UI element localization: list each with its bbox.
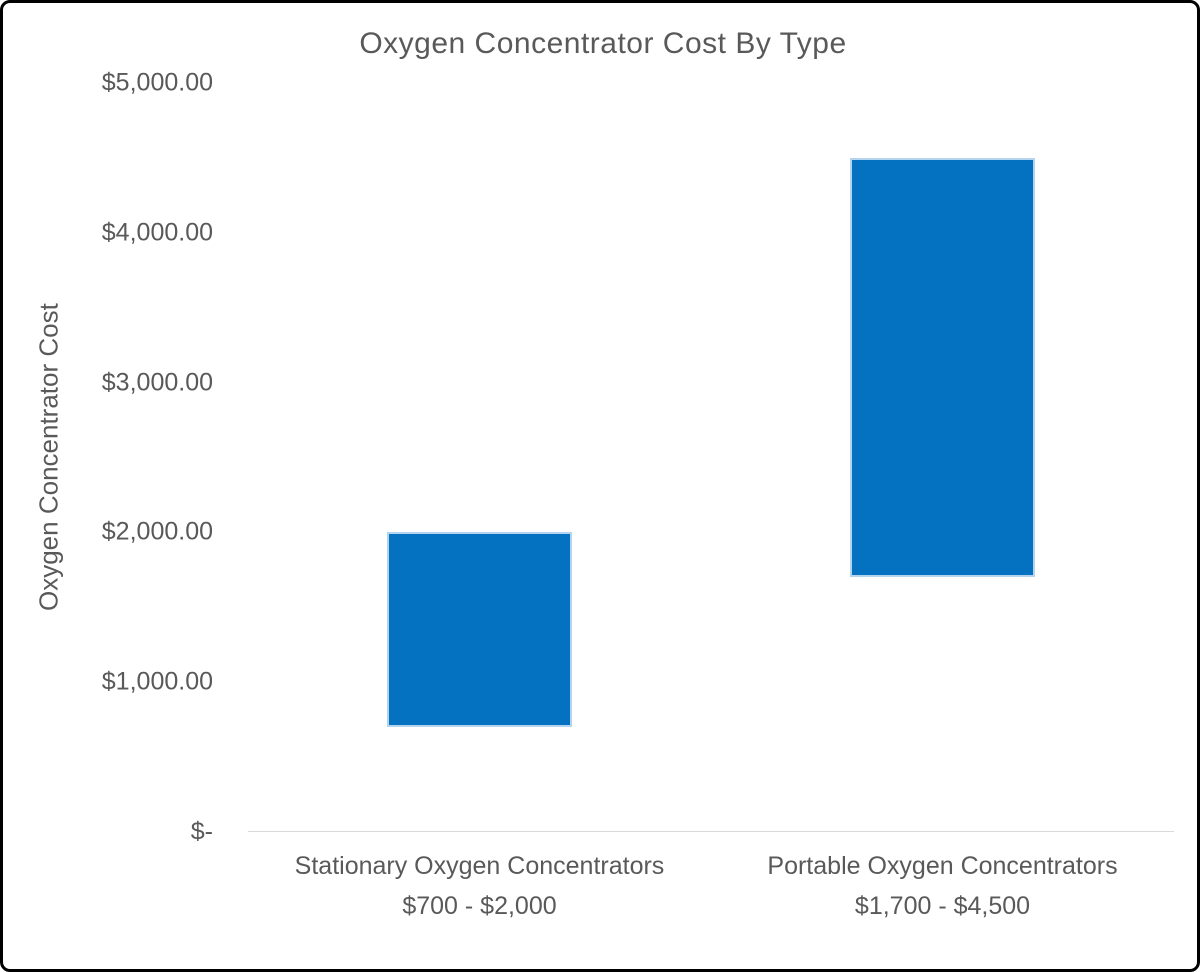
range-bar [850,157,1035,578]
y-axis-tick-label: $4,000.00 [101,218,213,247]
y-axis-tick-label: $2,000.00 [101,517,213,546]
x-axis-category-label: Stationary Oxygen Concentrators $700 - $2… [248,846,711,926]
y-axis-tick-label: $3,000.00 [101,368,213,397]
x-axis-category-labels: Stationary Oxygen Concentrators $700 - $2… [248,846,1174,946]
category-price-range: $1,700 - $4,500 [854,892,1031,920]
chart-title: Oxygen Concentrator Cost By Type [359,27,847,60]
x-axis-line [248,831,1174,832]
category-name: Stationary Oxygen Concentrators [294,852,665,880]
y-axis-tick-label: $1,000.00 [101,667,213,696]
y-axis-tick-label: $- [190,817,213,846]
category-name: Portable Oxygen Concentrators [767,852,1118,880]
category-price-range: $700 - $2,000 [402,892,557,920]
range-bar [387,532,572,728]
plot-area [248,83,1174,832]
y-axis-tick-labels: $5,000.00 $4,000.00 $3,000.00 $2,000.00 $1,0… [3,3,213,969]
x-axis-category-label: Portable Oxygen Concentrators $1,700 - $4… [711,846,1174,926]
y-axis-tick-label: $5,000.00 [101,68,213,97]
